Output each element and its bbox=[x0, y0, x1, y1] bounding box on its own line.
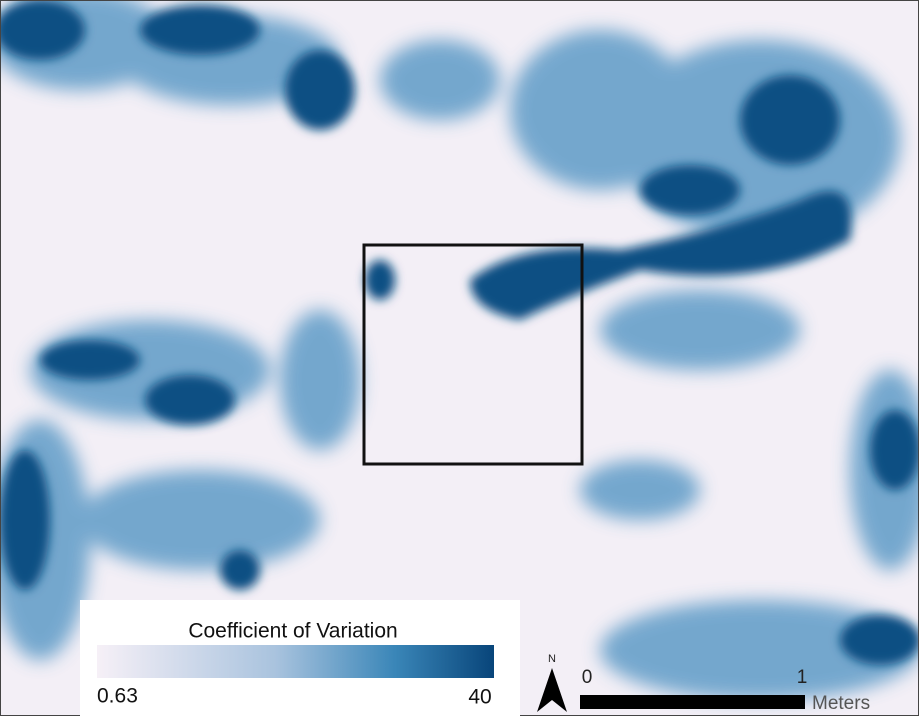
legend: Coefficient of Variation 0.63 40 bbox=[80, 600, 520, 716]
legend-min: 0.63 bbox=[97, 685, 138, 708]
scale-unit: Meters bbox=[812, 693, 870, 714]
arrow bbox=[537, 668, 567, 712]
scale-start: 0 bbox=[582, 667, 593, 688]
scale-bar: 0 1 Meters bbox=[580, 667, 870, 714]
focus-box bbox=[362, 243, 584, 466]
north-arrow: N bbox=[537, 653, 567, 712]
scale-end: 1 bbox=[797, 667, 808, 688]
legend-title: Coefficient of Variation bbox=[188, 620, 397, 643]
color-ramp bbox=[97, 645, 494, 678]
scale-bar-segment bbox=[580, 695, 805, 709]
legend-max: 40 bbox=[468, 686, 491, 709]
north-label: N bbox=[548, 653, 556, 665]
